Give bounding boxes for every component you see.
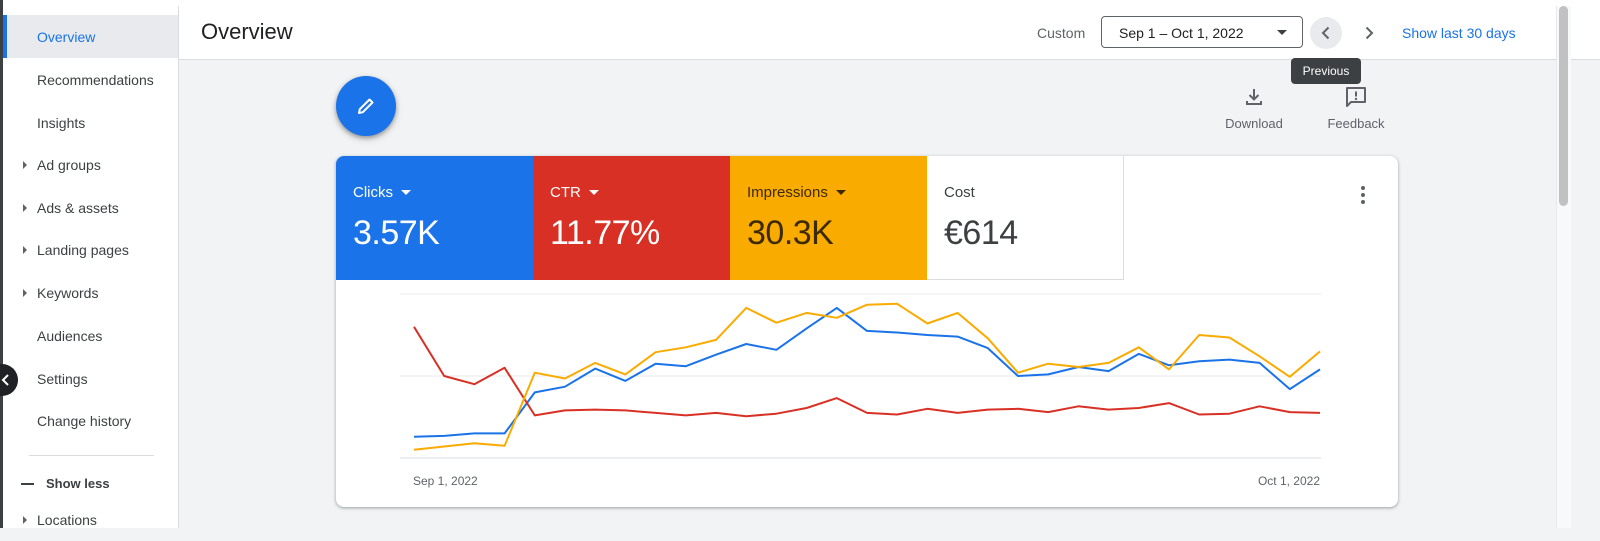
window-left-edge: [0, 0, 3, 528]
metric-name: Impressions: [747, 184, 828, 201]
chevron-left-icon: [1, 374, 9, 386]
scrollbar-thumb[interactable]: [1559, 6, 1568, 206]
metric-name-row: CTR: [550, 184, 599, 201]
show-less-button[interactable]: Show less: [3, 468, 178, 498]
series-line-ctr: [413, 326, 1321, 418]
x-tick-label-end: Oct 1, 2022: [1258, 474, 1320, 488]
minus-icon: [21, 483, 34, 485]
caret-right-icon: [23, 245, 27, 254]
sidebar-item-label: Landing pages: [37, 241, 129, 258]
sidebar-item-change-history[interactable]: Change history: [3, 399, 178, 442]
download-button[interactable]: Download: [1214, 84, 1294, 134]
dropdown-arrow-icon: [401, 190, 411, 195]
x-tick-label-start: Sep 1, 2022: [413, 474, 478, 488]
series-line-impressions: [413, 302, 1321, 451]
previous-tooltip: Previous: [1291, 58, 1361, 84]
metric-ctr[interactable]: CTR 11.77%: [533, 156, 730, 280]
next-period-button[interactable]: [1353, 17, 1385, 49]
sidebar-item-insights[interactable]: Insights: [3, 101, 178, 144]
sidebar-item-label: Ad groups: [37, 156, 101, 173]
metric-name-row: Clicks: [353, 184, 411, 201]
show-last-30-days-link[interactable]: Show last 30 days: [1402, 25, 1516, 41]
metric-value: 30.3K: [747, 214, 834, 252]
sidebar-item-label: Audiences: [37, 327, 103, 344]
download-icon: [1246, 89, 1262, 105]
sidebar-item-label: Locations: [37, 511, 97, 528]
caret-right-icon: [23, 160, 27, 169]
sidebar-item-settings[interactable]: Settings: [3, 357, 178, 400]
sidebar-item-landing-pages[interactable]: Landing pages: [3, 228, 178, 271]
date-range-select[interactable]: Sep 1 – Oct 1, 2022: [1101, 16, 1303, 48]
sidebar-item-ad-groups[interactable]: Ad groups: [3, 143, 178, 186]
edit-fab-button[interactable]: [336, 76, 396, 136]
sidebar-item-recommendations[interactable]: Recommendations: [3, 58, 178, 101]
show-less-label: Show less: [46, 475, 110, 491]
more-options-button[interactable]: [1353, 182, 1373, 208]
previous-period-button[interactable]: [1310, 17, 1342, 49]
sidebar-item-label: Settings: [37, 370, 88, 387]
metric-name-row: Cost: [944, 184, 975, 201]
custom-range-label: Custom: [1037, 25, 1086, 41]
collapse-sidebar-button[interactable]: [0, 364, 18, 396]
feedback-button[interactable]: Feedback: [1316, 84, 1396, 134]
sidebar-item-audiences[interactable]: Audiences: [3, 314, 178, 357]
series-line-clicks: [413, 306, 1321, 438]
performance-line-chart: Sep 1, 2022 Oct 1, 2022: [400, 293, 1321, 488]
sidebar-item-locations[interactable]: Locations: [3, 498, 178, 541]
sidebar-item-label: Keywords: [37, 284, 99, 301]
metric-name: Cost: [944, 184, 975, 201]
sidebar-item-label: Insights: [37, 114, 86, 131]
caret-right-icon: [23, 515, 27, 524]
sidebar-item-label: Recommendations: [37, 71, 154, 88]
metric-value: 11.77%: [550, 214, 660, 252]
pencil-icon: [358, 98, 374, 114]
sidebar-item-label: Ads & assets: [37, 199, 119, 216]
feedback-label: Feedback: [1327, 116, 1385, 131]
page-title: Overview: [201, 19, 293, 44]
download-label: Download: [1225, 116, 1283, 131]
metric-cost[interactable]: Cost €614: [927, 156, 1124, 280]
chevron-right-icon: [1365, 26, 1374, 40]
metric-impressions[interactable]: Impressions 30.3K: [730, 156, 927, 280]
metric-value: 3.57K: [353, 214, 440, 252]
caret-right-icon: [23, 203, 27, 212]
sidebar: Overview Recommendations Insights Ad gro…: [3, 6, 179, 528]
sidebar-item-label: Overview: [37, 28, 96, 45]
sidebar-item-ads-assets[interactable]: Ads & assets: [3, 186, 178, 229]
sidebar-divider: [29, 455, 154, 456]
metric-clicks[interactable]: Clicks 3.57K: [336, 156, 533, 280]
chevron-left-icon: [1321, 26, 1330, 40]
dropdown-arrow-icon: [588, 190, 599, 195]
more-vert-icon: [1361, 186, 1365, 204]
performance-card: Clicks 3.57K CTR 11.77% Impressions 30.3…: [336, 156, 1398, 507]
dropdown-arrow-icon: [1277, 30, 1287, 35]
metric-name: CTR: [550, 184, 581, 201]
sidebar-item-keywords[interactable]: Keywords: [3, 271, 178, 314]
metric-value: €614: [944, 214, 1018, 252]
sidebar-item-overview[interactable]: Overview: [3, 15, 178, 58]
dropdown-arrow-icon: [835, 190, 846, 195]
sidebar-item-label: Change history: [37, 412, 132, 429]
date-range-value: Sep 1 – Oct 1, 2022: [1119, 25, 1244, 41]
caret-right-icon: [23, 288, 27, 297]
page-header: Overview Custom Sep 1 – Oct 1, 2022 Show…: [179, 6, 1600, 60]
metric-name-row: Impressions: [747, 184, 846, 201]
metric-name: Clicks: [353, 184, 393, 201]
feedback-icon: [1346, 87, 1366, 107]
